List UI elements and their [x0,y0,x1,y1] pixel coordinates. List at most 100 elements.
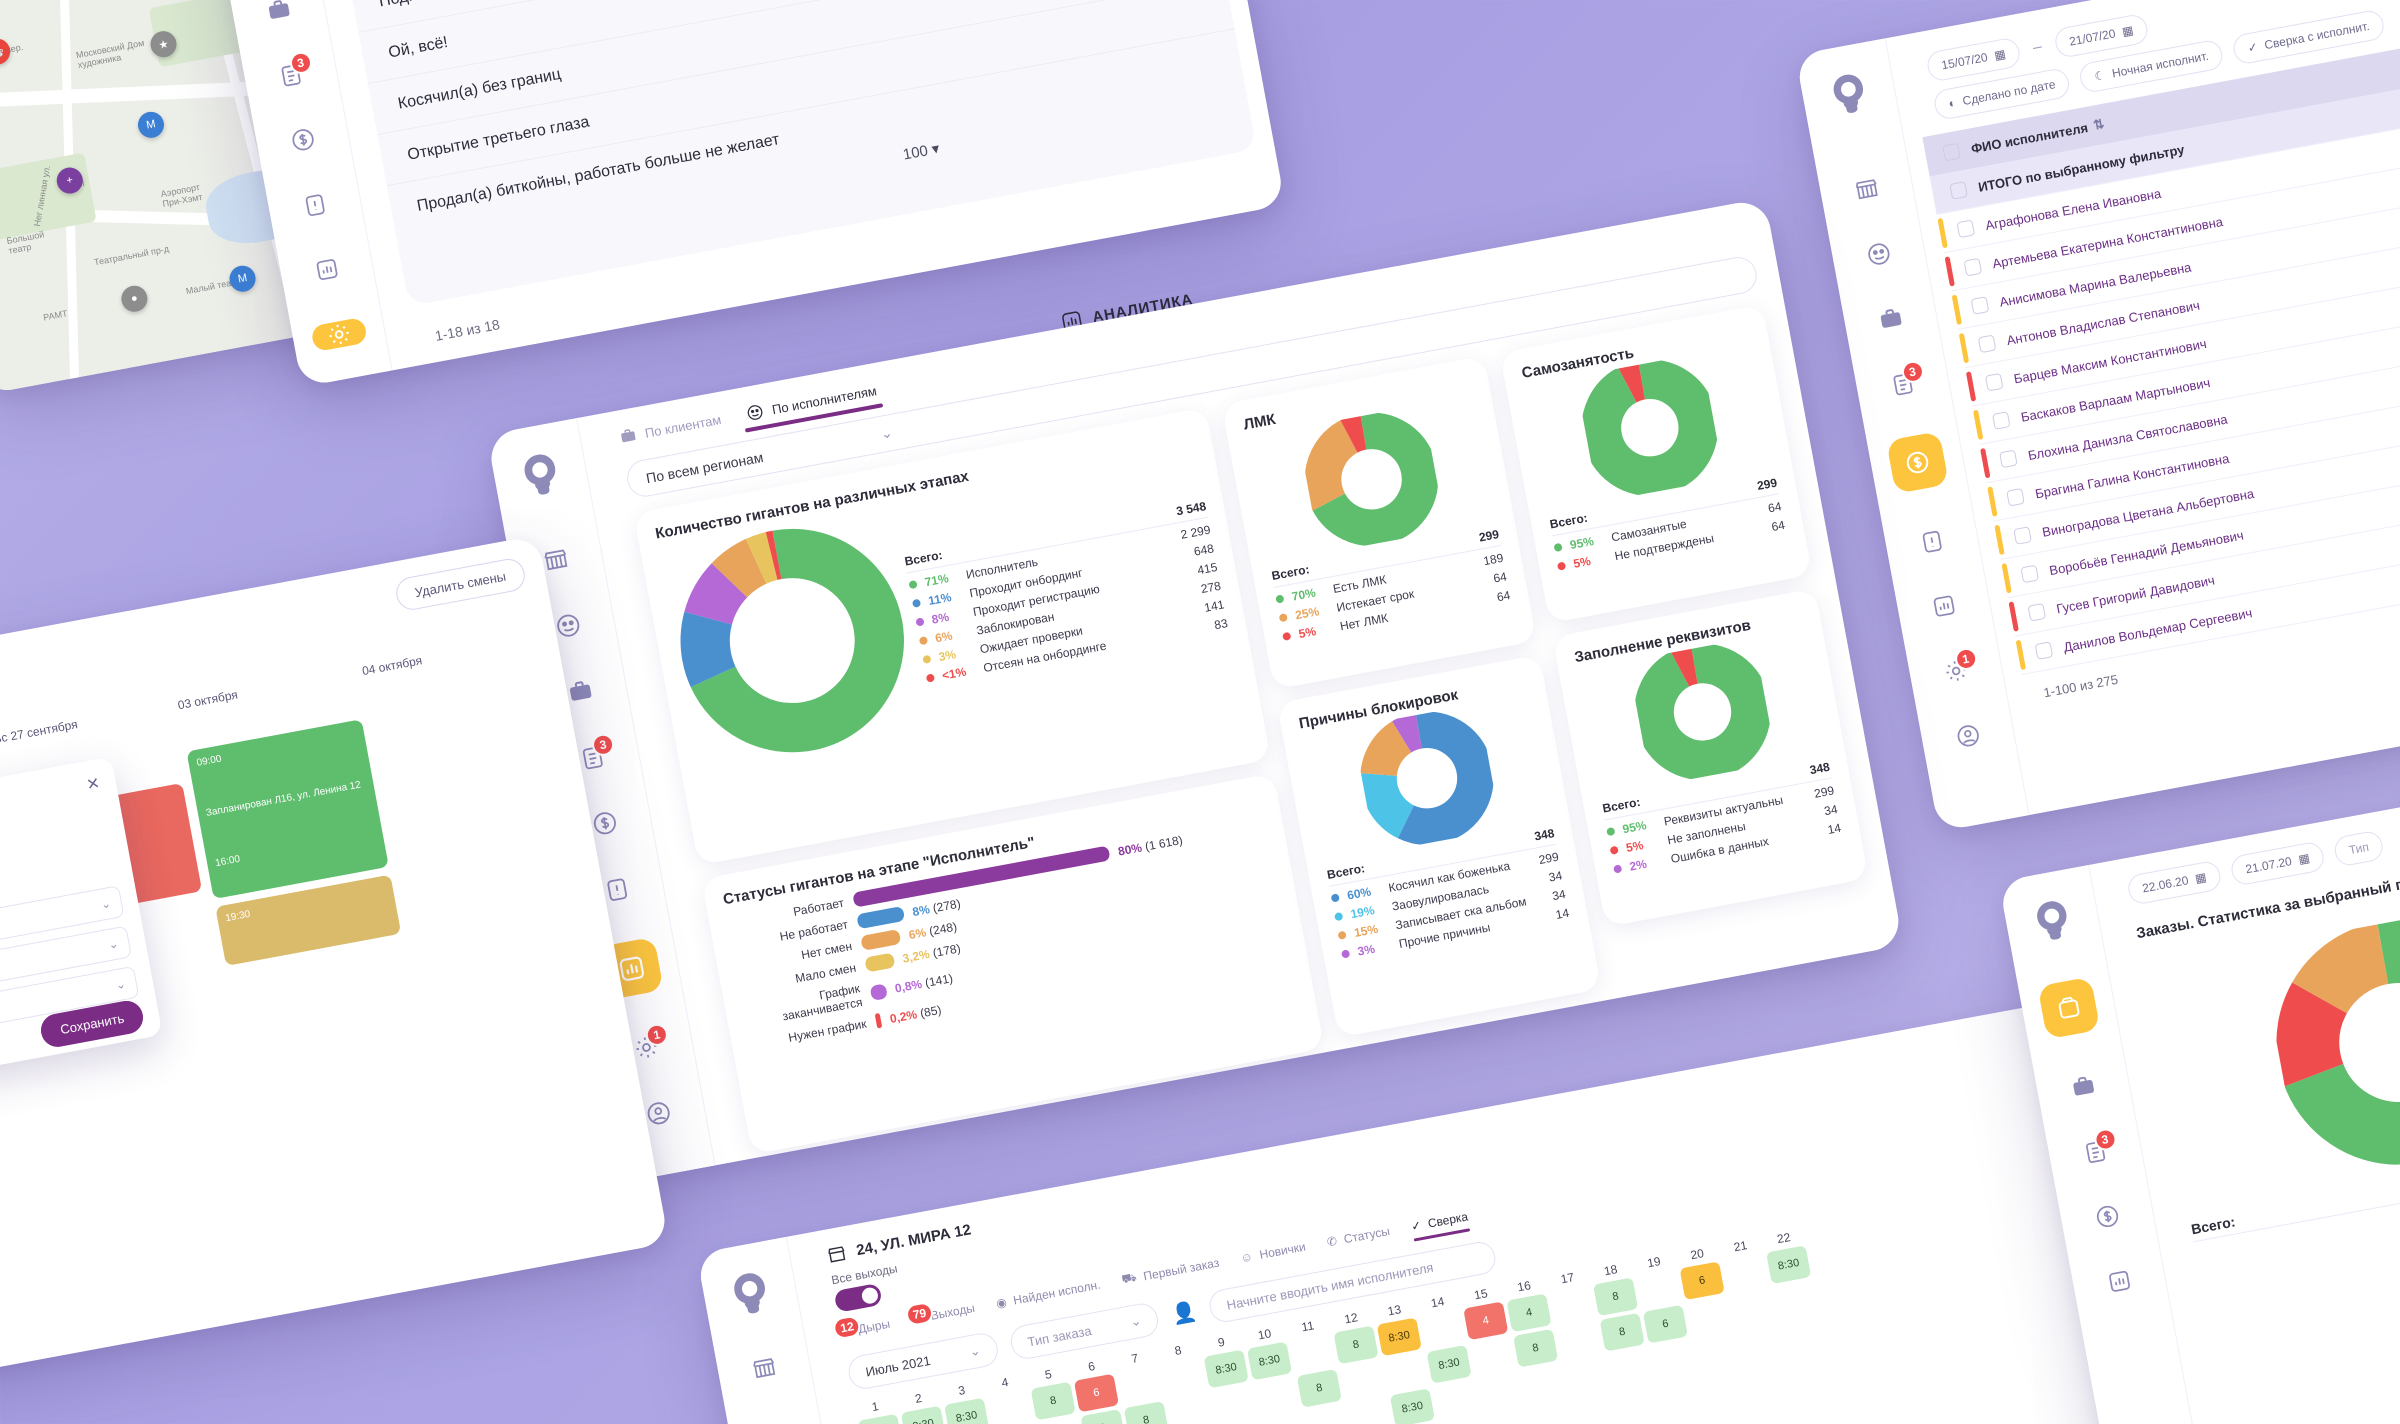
calendar-cell[interactable] [1779,1316,1824,1355]
clipboard-icon[interactable]: 3 [2080,1126,2118,1167]
calendar-cell[interactable] [1167,1393,1212,1424]
calendar-cell[interactable]: 8 [1513,1328,1559,1368]
calendar-cell[interactable]: 8:30 [1246,1341,1293,1381]
close-icon[interactable]: ✕ [85,775,102,795]
calendar-cell[interactable]: 8:30 [1203,1349,1249,1389]
app-logo[interactable] [2027,895,2078,946]
tab-reconcile[interactable]: ✓ Сверка [1410,1209,1471,1241]
orders-donut[interactable] [2259,903,2400,1183]
tab-newbies[interactable]: ☺ Новички [1239,1240,1308,1274]
bar-fill[interactable] [874,1012,883,1029]
dollar-icon[interactable] [287,125,317,155]
briefcase-icon[interactable] [1875,304,1905,334]
tab-statuses[interactable]: ✆ Статусы [1326,1224,1393,1257]
row-checkbox[interactable] [1977,334,1997,354]
calendar-cell[interactable] [1729,1289,1774,1328]
map-pin-park[interactable]: ● [119,283,150,314]
calendar-cell[interactable]: 8:30 [944,1397,990,1424]
dollar-icon[interactable] [589,808,620,839]
row-checkbox[interactable] [1991,411,2011,430]
calendar-cell[interactable] [1636,1269,1681,1308]
type-select[interactable]: Тип [2332,829,2386,868]
add-person-icon[interactable]: 👤 [1169,1300,1199,1327]
account-icon[interactable] [1953,721,1983,751]
calendar-cell[interactable] [1290,1334,1335,1373]
store-icon[interactable] [749,1353,779,1383]
calendar-cell[interactable] [1556,1321,1601,1360]
row-checkbox[interactable] [1970,296,1990,315]
clipboard-icon[interactable]: 3 [577,731,616,773]
chart-icon[interactable] [1928,591,1958,621]
calendar-cell[interactable]: 8 [1080,1409,1126,1424]
row-checkbox[interactable] [1999,449,2018,469]
calendar-cell[interactable]: 4 [1463,1301,1509,1341]
shift-event[interactable]: 09:00 Запланирован Л16, ул. Ленина 12 16… [186,719,389,900]
tab-exits[interactable]: ☻79 Выходы [904,1300,977,1334]
orders-button[interactable] [2036,976,2100,1040]
calendar-cell[interactable] [1303,1404,1348,1424]
app-logo[interactable] [513,448,567,502]
calendar-cell[interactable] [1686,1297,1731,1336]
sort-icon[interactable]: ⇅ [2092,115,2106,133]
calendar-cell[interactable] [1520,1364,1565,1403]
people-icon[interactable] [1863,239,1893,269]
calendar-cell[interactable]: 8 [1593,1277,1639,1317]
bar-fill[interactable] [856,905,905,930]
calendar-cell[interactable]: 8:30 [1766,1245,1812,1285]
settings-button[interactable] [309,316,368,353]
alert-icon[interactable] [1916,526,1946,556]
alert-icon[interactable] [299,190,329,220]
map-pin-extra[interactable]: M [227,263,258,294]
row-checkbox[interactable] [1963,257,1983,277]
calendar-cell[interactable]: 6 [1679,1261,1725,1301]
calendar-cell[interactable]: 6 [1073,1373,1120,1413]
gear-icon[interactable]: 1 [631,1022,670,1063]
tab-by-clients[interactable]: По клиентам [618,410,724,455]
clipboard-icon[interactable]: 3 [1887,359,1926,399]
row-checkbox[interactable] [2020,564,2040,584]
calendar-cell[interactable] [1693,1332,1738,1371]
calendar-cell[interactable]: 8 [1030,1381,1076,1421]
select-all-checkbox[interactable] [1942,142,1961,162]
calendar-cell[interactable] [1476,1372,1521,1411]
row-checkbox[interactable] [2034,641,2054,660]
row-checkbox[interactable] [2027,602,2047,622]
calendar-cell[interactable] [1117,1366,1162,1405]
lmk-donut[interactable] [1297,405,1446,554]
calendar-cell[interactable]: 8 [1599,1312,1645,1352]
calendar-cell[interactable] [1160,1358,1205,1397]
briefcase-icon[interactable] [2068,1072,2098,1102]
alert-icon[interactable] [601,873,632,904]
account-icon[interactable] [643,1098,674,1129]
calendar-cell[interactable] [1347,1396,1392,1424]
calendar-cell[interactable] [1420,1309,1465,1348]
bar-fill[interactable] [869,982,888,1001]
calendar-cell[interactable]: 8 [1333,1325,1379,1365]
people-icon[interactable] [553,610,584,641]
calendar-cell[interactable] [1723,1253,1768,1292]
calendar-cell[interactable] [1550,1285,1595,1324]
tab-first-order[interactable]: ⛟ Первый заказ [1120,1255,1222,1297]
calendar-cell[interactable] [1736,1324,1781,1363]
tab-by-performers[interactable]: По исполнителям [745,381,880,432]
calendar-cell[interactable]: 8:30 [900,1405,946,1424]
calendar-cell[interactable] [1470,1337,1515,1376]
calendar-cell[interactable]: 8 [1296,1368,1342,1408]
map-pin-metro[interactable]: M [135,109,167,140]
analytics-button[interactable] [600,936,664,1000]
calendar-cell[interactable] [1773,1281,1818,1320]
app-logo[interactable] [1823,68,1874,119]
calendar-cell[interactable]: 8 [1123,1400,1169,1424]
all-shifts-toggle[interactable] [833,1282,883,1313]
store-icon[interactable] [540,544,571,575]
calendar-cell[interactable] [1563,1356,1608,1395]
briefcase-icon[interactable] [263,0,293,25]
dollar-icon[interactable] [2092,1201,2122,1231]
clipboard-icon[interactable]: 3 [275,50,314,90]
date-to-field[interactable]: 21.07.20 ▦ [2229,840,2327,887]
tab-holes[interactable]: ◷12 Дыры [831,1314,893,1348]
row-checkbox[interactable] [2006,487,2025,507]
account-icon[interactable] [336,384,366,387]
date-from-field[interactable]: 22.06.20 ▦ [2125,859,2223,906]
chart-icon[interactable] [311,255,341,285]
